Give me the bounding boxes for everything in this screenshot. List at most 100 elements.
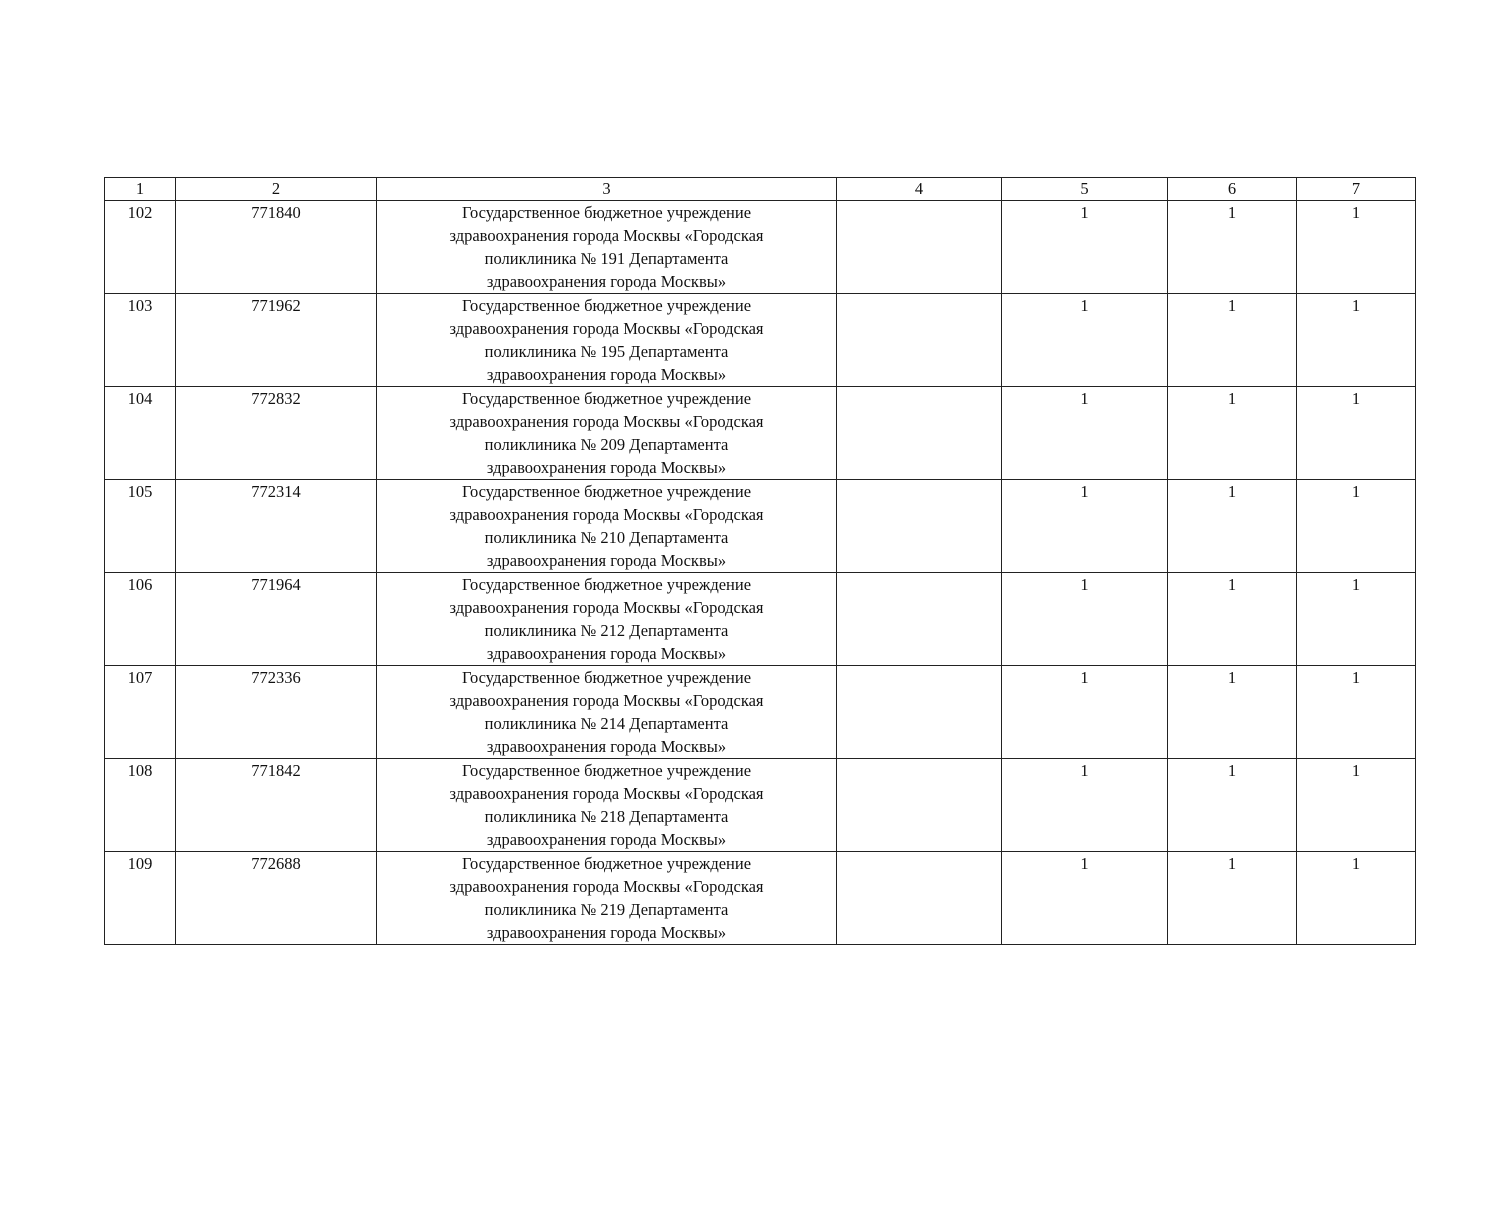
column-6-cell: 1 [1167,293,1297,387]
column-header-3: 3 [376,177,837,201]
institution-name-cell: Государственное бюджетное учреждение здра… [376,479,837,573]
institution-name-line: поликлиника № 195 Департамента [484,342,729,361]
institution-name-line: здравоохранения города Москвы «Городская [449,505,764,524]
institution-name-cell: Государственное бюджетное учреждение здра… [376,572,837,666]
institution-name-line: Государственное бюджетное учреждение [461,575,752,594]
column-4-cell [836,572,1002,666]
code-cell: 771964 [175,572,377,666]
institution-name-line: здравоохранения города Москвы» [486,365,727,384]
institution-name-line: поликлиника № 191 Департамента [484,249,729,268]
table-row: 106 771964 Государственное бюджетное учреж… [104,572,1416,666]
institution-name-cell: Государственное бюджетное учреждение здра… [376,758,837,852]
institution-name-line: Государственное бюджетное учреждение [461,482,752,501]
column-5-cell: 1 [1001,851,1168,945]
institution-name-line: Государственное бюджетное учреждение [461,854,752,873]
row-number-cell: 106 [104,572,176,666]
institution-name-line: здравоохранения города Москвы» [486,644,727,663]
row-number-cell: 105 [104,479,176,573]
column-4-cell [836,665,1002,759]
column-7-cell: 1 [1296,479,1416,573]
row-number-cell: 104 [104,386,176,480]
row-number-cell: 103 [104,293,176,387]
institution-name-line: здравоохранения города Москвы» [486,923,727,942]
column-5-cell: 1 [1001,200,1168,294]
column-5-cell: 1 [1001,479,1168,573]
code-cell: 772336 [175,665,377,759]
institution-name-cell: Государственное бюджетное учреждение здра… [376,293,837,387]
row-number-cell: 107 [104,665,176,759]
column-4-cell [836,851,1002,945]
code-cell: 771840 [175,200,377,294]
column-4-cell [836,200,1002,294]
institution-name-line: Государственное бюджетное учреждение [461,761,752,780]
column-4-cell [836,758,1002,852]
column-header-1: 1 [104,177,176,201]
institution-name-cell: Государственное бюджетное учреждение здра… [376,200,837,294]
column-5-cell: 1 [1001,758,1168,852]
column-6-cell: 1 [1167,200,1297,294]
row-number-cell: 109 [104,851,176,945]
institution-name-line: здравоохранения города Москвы» [486,458,727,477]
institution-name-line: Государственное бюджетное учреждение [461,389,752,408]
institution-name-line: поликлиника № 218 Департамента [484,807,729,826]
column-6-cell: 1 [1167,386,1297,480]
column-header-2: 2 [175,177,377,201]
table-row: 107 772336 Государственное бюджетное учреж… [104,665,1416,759]
institution-name-line: поликлиника № 209 Департамента [484,435,729,454]
column-6-cell: 1 [1167,851,1297,945]
column-6-cell: 1 [1167,572,1297,666]
column-7-cell: 1 [1296,851,1416,945]
row-number-cell: 102 [104,200,176,294]
institution-name-line: здравоохранения города Москвы» [486,272,727,291]
institution-name-line: поликлиника № 210 Департамента [484,528,729,547]
code-cell: 772688 [175,851,377,945]
institution-name-line: поликлиника № 219 Департамента [484,900,729,919]
column-6-cell: 1 [1167,665,1297,759]
column-7-cell: 1 [1296,386,1416,480]
code-cell: 772832 [175,386,377,480]
institution-name-line: Государственное бюджетное учреждение [461,296,752,315]
column-7-cell: 1 [1296,572,1416,666]
column-7-cell: 1 [1296,293,1416,387]
table-row: 104 772832 Государственное бюджетное учреж… [104,386,1416,480]
institution-name-line: здравоохранения города Москвы «Городская [449,226,764,245]
table-row: 109 772688 Государственное бюджетное учреж… [104,851,1416,945]
table-row: 103 771962 Государственное бюджетное учреж… [104,293,1416,387]
code-cell: 771842 [175,758,377,852]
institution-name-line: здравоохранения города Москвы «Городская [449,784,764,803]
institution-name-line: поликлиника № 212 Департамента [484,621,729,640]
column-6-cell: 1 [1167,758,1297,852]
table-row: 108 771842 Государственное бюджетное учреж… [104,758,1416,852]
institution-name-line: Государственное бюджетное учреждение [461,668,752,687]
institution-name-line: здравоохранения города Москвы «Городская [449,877,764,896]
column-4-cell [836,479,1002,573]
column-5-cell: 1 [1001,386,1168,480]
column-5-cell: 1 [1001,293,1168,387]
institution-name-line: здравоохранения города Москвы» [486,551,727,570]
table-row: 102 771840 Государственное бюджетное учреж… [104,200,1416,294]
code-cell: 771962 [175,293,377,387]
institution-name-line: поликлиника № 214 Департамента [484,714,729,733]
column-6-cell: 1 [1167,479,1297,573]
column-4-cell [836,386,1002,480]
institution-name-cell: Государственное бюджетное учреждение здра… [376,665,837,759]
column-header-6: 6 [1167,177,1297,201]
table-row: 105 772314 Государственное бюджетное учреж… [104,479,1416,573]
column-4-cell [836,293,1002,387]
column-7-cell: 1 [1296,200,1416,294]
column-7-cell: 1 [1296,665,1416,759]
institution-name-line: здравоохранения города Москвы «Городская [449,412,764,431]
institution-name-line: здравоохранения города Москвы» [486,830,727,849]
code-cell: 772314 [175,479,377,573]
institution-name-line: Государственное бюджетное учреждение [461,203,752,222]
column-header-4: 4 [836,177,1002,201]
institution-name-line: здравоохранения города Москвы «Городская [449,691,764,710]
institution-name-cell: Государственное бюджетное учреждение здра… [376,386,837,480]
row-number-cell: 108 [104,758,176,852]
institution-name-line: здравоохранения города Москвы «Городская [449,319,764,338]
column-5-cell: 1 [1001,572,1168,666]
column-header-5: 5 [1001,177,1168,201]
institution-name-line: здравоохранения города Москвы «Городская [449,598,764,617]
